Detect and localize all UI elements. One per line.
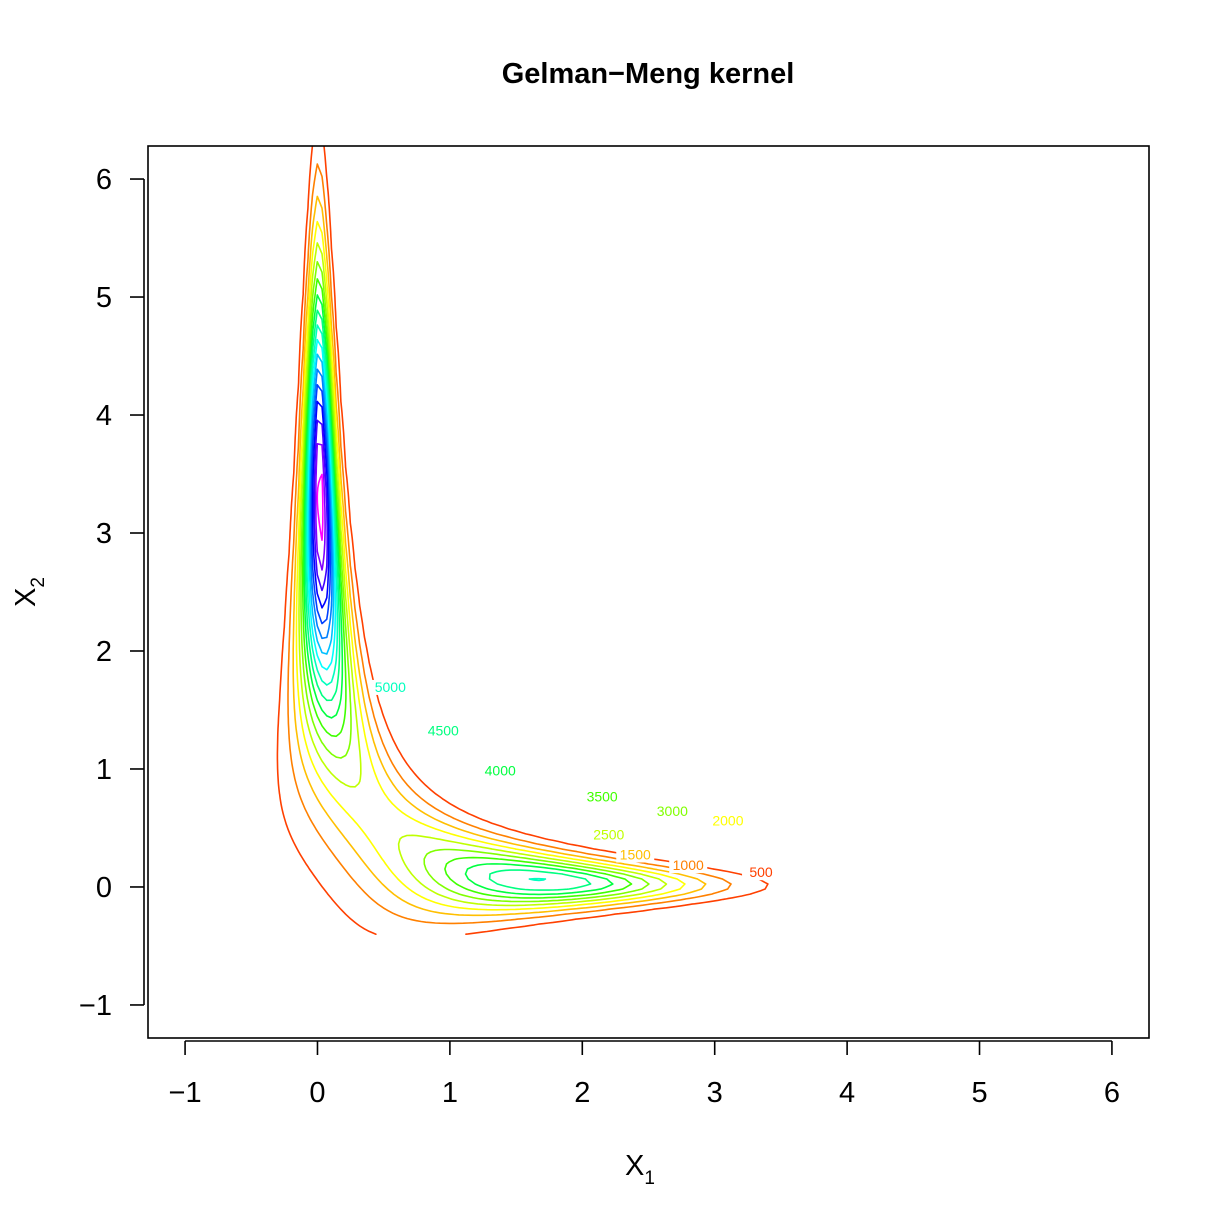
contour-label-background (669, 858, 708, 874)
contour-label-3000: 3000 (657, 803, 688, 819)
contour-level-2000 (295, 220, 686, 911)
x-tick-label: 5 (971, 1077, 987, 1109)
contour-level-6500 (309, 368, 333, 640)
contour-lines (276, 146, 769, 935)
contour-label-background (371, 679, 410, 695)
y-axis-label-main: X (10, 588, 42, 607)
contour-label-4000: 4000 (485, 763, 516, 779)
x-tick-label: 3 (707, 1077, 723, 1109)
y-axis-label: X2 (10, 577, 49, 607)
plot-frame (147, 145, 1150, 1039)
x-tick-label: −1 (169, 1077, 202, 1109)
contour-level-4000 (303, 294, 614, 896)
y-tick-label: 5 (96, 282, 112, 314)
contour-label-1500: 1500 (620, 846, 651, 862)
contour-level-5500 (307, 338, 337, 671)
contour-label-5000: 5000 (375, 679, 406, 695)
chart-title: Gelman−Meng kernel (502, 58, 795, 90)
contour-level-5000 (306, 324, 547, 882)
y-tick-label: 6 (96, 164, 112, 196)
contour-label-background (481, 763, 520, 779)
contour-label-3500: 3500 (587, 789, 618, 805)
contour-level-2500 (298, 242, 668, 907)
contour-label-background (653, 803, 692, 819)
y-tick-label: 3 (96, 518, 112, 550)
contour-label-500: 500 (749, 864, 773, 880)
x-axis: −1 0 1 2 3 4 5 6 (169, 1040, 1120, 1109)
x-tick-label: 1 (442, 1077, 458, 1109)
contour-level-4500 (304, 309, 592, 891)
y-tick-label: 1 (96, 754, 112, 786)
contour-level-7000 (310, 384, 331, 625)
contour-label-background (742, 865, 781, 881)
contour-level-7500 (311, 400, 330, 609)
contour-level-3000 (300, 261, 650, 903)
y-axis: −1 0 1 2 3 4 5 6 (79, 164, 145, 1022)
contour-labels: 500 1000 1500 2000 2500 3000 3500 4000 4500 5000 (371, 679, 781, 881)
y-tick-label: 0 (96, 872, 112, 904)
contour-label-background (583, 789, 622, 805)
x-tick-label: 4 (839, 1077, 855, 1109)
y-tick-label: −1 (79, 990, 112, 1022)
contour-label-4500: 4500 (428, 723, 459, 739)
contour-level-8500 (315, 443, 326, 571)
contour-level-8000 (313, 419, 328, 592)
x-tick-label: 0 (309, 1077, 325, 1109)
x-tick-label: 6 (1104, 1077, 1120, 1109)
contour-label-background (616, 847, 655, 863)
contour-level-500 (276, 146, 769, 935)
x-axis-label-sub: 1 (644, 1168, 655, 1189)
contour-label-1000: 1000 (673, 857, 704, 873)
contour-label-background (589, 827, 628, 843)
contour-level-9000 (316, 473, 324, 541)
y-tick-label: 2 (96, 636, 112, 668)
contour-label-background (708, 813, 747, 829)
contour-label-background (424, 723, 463, 739)
x-axis-label: X1 (625, 1150, 655, 1189)
contour-label-2000: 2000 (712, 812, 743, 828)
contour-level-1500 (292, 195, 707, 917)
x-axis-label-main: X (625, 1150, 644, 1182)
y-tick-label: 4 (96, 400, 112, 432)
contour-level-6000 (308, 353, 335, 655)
y-axis-label-sub: 2 (28, 577, 49, 588)
x-tick-label: 2 (574, 1077, 590, 1109)
contour-level-3500 (302, 278, 633, 899)
contour-label-2500: 2500 (593, 826, 624, 842)
